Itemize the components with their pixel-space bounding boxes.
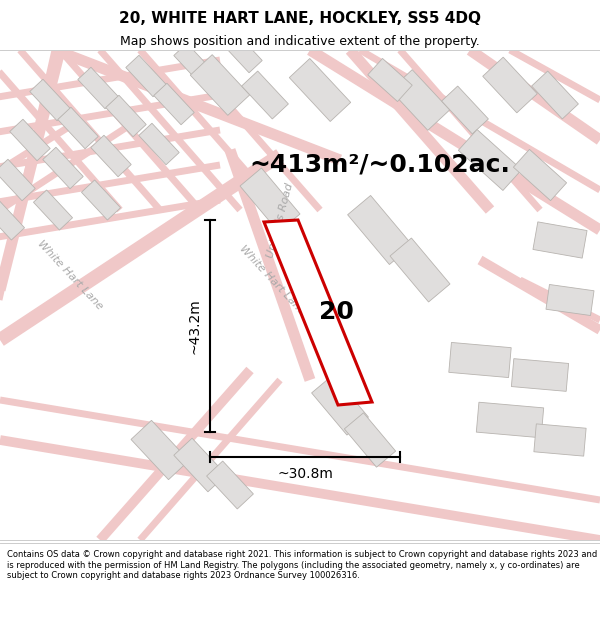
Text: 20, WHITE HART LANE, HOCKLEY, SS5 4DQ: 20, WHITE HART LANE, HOCKLEY, SS5 4DQ <box>119 11 481 26</box>
Polygon shape <box>532 71 578 119</box>
Polygon shape <box>311 375 368 435</box>
Text: ~30.8m: ~30.8m <box>277 467 333 481</box>
Polygon shape <box>58 107 98 149</box>
Polygon shape <box>368 59 412 101</box>
Polygon shape <box>154 83 194 125</box>
Polygon shape <box>82 180 121 220</box>
Text: White Hart Lane: White Hart Lane <box>238 244 307 316</box>
Polygon shape <box>449 342 511 377</box>
Polygon shape <box>514 149 566 201</box>
Polygon shape <box>546 284 594 316</box>
Polygon shape <box>78 68 118 109</box>
Polygon shape <box>240 168 300 232</box>
Polygon shape <box>347 196 412 264</box>
Polygon shape <box>106 95 146 137</box>
Polygon shape <box>202 71 242 112</box>
Polygon shape <box>0 159 35 201</box>
Text: ~43.2m: ~43.2m <box>188 298 202 354</box>
Polygon shape <box>344 413 395 467</box>
Polygon shape <box>206 461 253 509</box>
Text: 20: 20 <box>319 300 353 324</box>
Polygon shape <box>534 424 586 456</box>
Polygon shape <box>10 119 50 161</box>
Polygon shape <box>264 220 372 405</box>
Polygon shape <box>222 31 262 72</box>
Text: White Hart Lane: White Hart Lane <box>35 239 104 311</box>
Polygon shape <box>131 421 189 479</box>
Text: Uplands Road: Uplands Road <box>265 181 295 259</box>
Polygon shape <box>91 135 131 177</box>
Polygon shape <box>483 57 537 113</box>
Text: Map shows position and indicative extent of the property.: Map shows position and indicative extent… <box>120 35 480 48</box>
Polygon shape <box>34 190 73 230</box>
Polygon shape <box>442 86 488 134</box>
Polygon shape <box>533 222 587 258</box>
Polygon shape <box>30 79 70 121</box>
Polygon shape <box>0 200 25 240</box>
Polygon shape <box>139 123 179 165</box>
Polygon shape <box>390 238 450 302</box>
Polygon shape <box>511 359 569 391</box>
Polygon shape <box>476 402 544 437</box>
Polygon shape <box>242 71 289 119</box>
Polygon shape <box>289 59 350 121</box>
Polygon shape <box>174 438 226 492</box>
Polygon shape <box>390 69 450 131</box>
Polygon shape <box>174 43 214 85</box>
Polygon shape <box>43 148 83 189</box>
Text: Contains OS data © Crown copyright and database right 2021. This information is : Contains OS data © Crown copyright and d… <box>7 550 598 580</box>
Polygon shape <box>458 129 521 191</box>
Polygon shape <box>126 55 166 97</box>
Text: ~413m²/~0.102ac.: ~413m²/~0.102ac. <box>250 153 511 177</box>
Polygon shape <box>190 54 250 116</box>
